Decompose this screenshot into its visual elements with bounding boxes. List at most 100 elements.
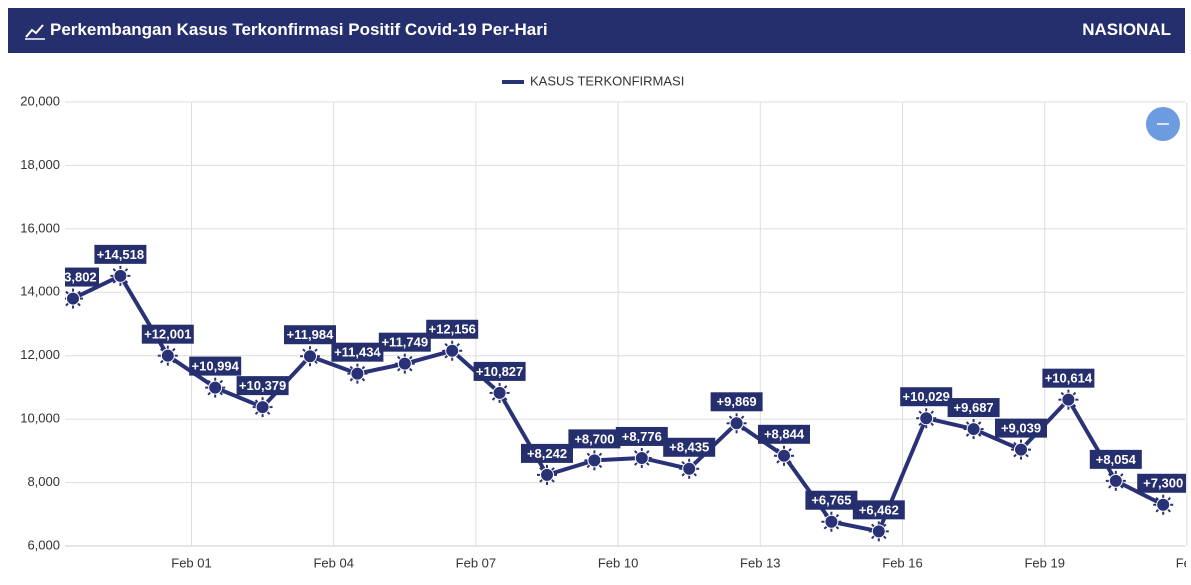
virus-marker [774, 445, 794, 466]
y-tick-label: 6,000 [27, 537, 60, 552]
virus-marker [489, 382, 510, 403]
virus-marker [1011, 439, 1031, 460]
marker-body [966, 422, 981, 437]
data-label-box [141, 324, 194, 344]
data-label: +8,242 [527, 446, 567, 461]
x-tick-label: Feb 10 [598, 555, 638, 570]
data-label-box [65, 267, 99, 287]
marker-body [445, 343, 460, 358]
legend-label: KASUS TERKONFIRMASI [530, 73, 684, 88]
data-label-box [568, 429, 621, 449]
marker-body [208, 380, 223, 395]
y-tick-label: 12,000 [20, 347, 60, 362]
data-label: +13,802 [49, 270, 96, 285]
data-label-box [663, 437, 716, 457]
data-label: +6,765 [811, 493, 851, 508]
virus-marker [300, 346, 320, 367]
virus-marker [65, 288, 83, 309]
x-tick-label: Feb 19 [1024, 555, 1064, 570]
y-tick-label: 14,000 [20, 284, 60, 299]
x-tick-label: Feb 13 [740, 555, 780, 570]
marker-body [1108, 473, 1123, 488]
x-tick-label: Feb 01 [171, 555, 211, 570]
virus-marker [394, 353, 415, 374]
marker-body [255, 400, 270, 415]
data-label: +7,300 [1143, 476, 1183, 491]
data-label: +10,827 [476, 364, 523, 379]
virus-marker [252, 397, 273, 418]
virus-marker [1058, 389, 1079, 410]
x-tick-label: Feb [1176, 555, 1191, 570]
y-tick-label: 16,000 [20, 220, 60, 235]
data-label-box [189, 356, 242, 376]
data-label: +12,156 [429, 322, 476, 337]
data-label-box [284, 325, 336, 345]
data-label-box [426, 319, 479, 339]
virus-marker [1105, 470, 1126, 491]
data-label-box [331, 342, 384, 362]
series-line [72, 273, 1165, 534]
marker-body [66, 291, 80, 306]
y-tick-label: 20,000 [20, 93, 60, 108]
virus-marker [963, 419, 984, 440]
data-label: +11,984 [287, 327, 334, 342]
data-label: +9,039 [1001, 421, 1041, 436]
header-bar: Perkembangan Kasus Terkonfirmasi Positif… [8, 8, 1185, 53]
marker-body [682, 461, 697, 476]
data-label-box [1042, 368, 1095, 388]
marker-body [919, 411, 934, 426]
data-label: +12,001 [144, 327, 191, 342]
data-label-box [852, 500, 905, 520]
data-label: +8,844 [764, 427, 805, 442]
data-label: +11,434 [334, 345, 381, 360]
x-tick-label: Feb 16 [882, 555, 922, 570]
data-label: +8,435 [669, 440, 709, 455]
data-label-box [94, 244, 147, 264]
data-label: +8,776 [622, 429, 662, 444]
data-label-box [521, 443, 573, 463]
marker-body [777, 448, 791, 463]
virus-marker [347, 363, 368, 384]
data-label: +8,054 [1096, 452, 1137, 467]
data-label-box [1089, 449, 1142, 469]
marker-body [113, 268, 128, 283]
data-label: +10,029 [903, 389, 950, 404]
data-label: +11,749 [381, 335, 428, 350]
data-label: +8,700 [574, 431, 614, 446]
data-label-box [995, 418, 1047, 438]
data-label-box [805, 490, 858, 510]
marker-body [824, 514, 839, 529]
virus-marker [679, 458, 700, 479]
virus-marker [157, 345, 178, 366]
virus-marker [726, 413, 747, 434]
virus-marker [821, 511, 842, 532]
chart-icon [25, 24, 45, 40]
data-label-box [615, 426, 668, 446]
data-label-box [710, 392, 763, 412]
data-label: +14,518 [97, 247, 144, 262]
y-tick-label: 8,000 [27, 474, 60, 489]
data-label-box [236, 376, 289, 396]
header-title: Perkembangan Kasus Terkonfirmasi Positif… [50, 20, 548, 39]
virus-marker [110, 265, 131, 286]
data-label-box [947, 398, 1000, 418]
virus-marker [916, 408, 937, 429]
virus-marker [205, 377, 226, 398]
marker-body [729, 416, 744, 431]
region: NASIONAL [1082, 20, 1171, 39]
data-label: +10,379 [239, 378, 286, 393]
virus-marker [631, 447, 652, 468]
marker-body [587, 453, 602, 468]
data-label: +10,614 [1045, 371, 1093, 386]
data-label-box [473, 361, 526, 381]
x-tick-label: Feb 07 [456, 555, 496, 570]
marker-body [160, 348, 175, 363]
data-label-box [900, 387, 953, 407]
marker-body [1156, 497, 1171, 512]
data-label: +9,687 [954, 400, 994, 415]
data-label-box [1137, 473, 1186, 493]
data-label: +9,869 [717, 394, 757, 409]
data-label-box [758, 424, 810, 444]
